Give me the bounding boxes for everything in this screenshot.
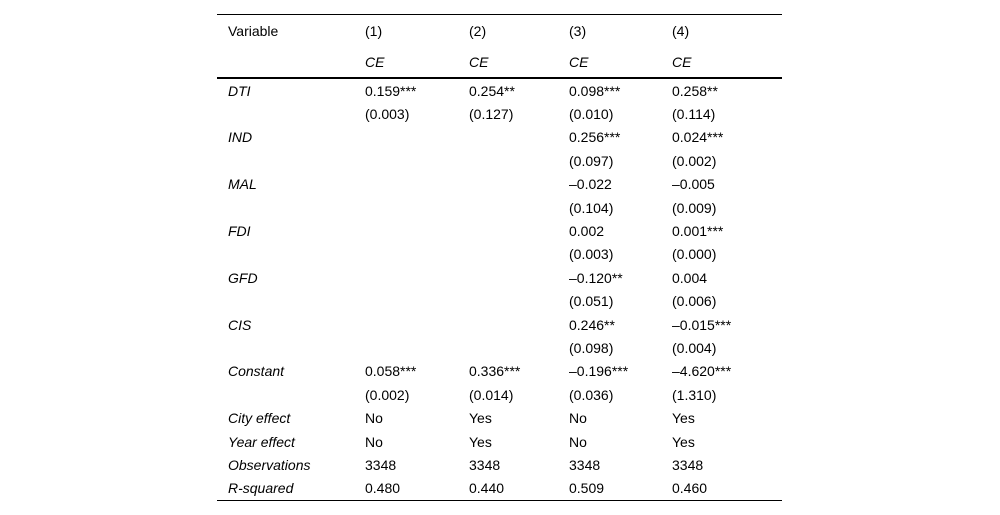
model-2-header: (2) — [469, 22, 487, 39]
table-row: (0.003) (0.127) (0.010) (0.114) — [217, 102, 782, 125]
model-1-header: (1) — [365, 22, 383, 39]
table-cell: No — [365, 410, 383, 427]
table-row: (0.098) (0.004) — [217, 336, 782, 359]
header-row-depvars: CE CE CE CE — [217, 46, 782, 77]
table-cell: 0.004 — [672, 269, 708, 286]
table-row: (0.003) (0.000) — [217, 243, 782, 266]
table-cell: –4.620*** — [672, 363, 732, 380]
table-cell: 3348 — [569, 456, 601, 473]
table-row: (0.097) (0.002) — [217, 149, 782, 172]
table-cell: 0.460 — [672, 480, 708, 497]
table-row: (0.051) (0.006) — [217, 290, 782, 313]
table-cell: (0.006) — [672, 293, 717, 310]
table-cell: –0.120** — [569, 269, 623, 286]
regression-results-table: Variable (1) (2) (3) (4) CE CE CE CE DTI… — [217, 14, 782, 502]
depvar-4: CE — [672, 53, 692, 70]
table-cell: (0.014) — [469, 386, 514, 403]
table-cell: 0.024*** — [672, 129, 724, 146]
row-label: MAL — [228, 176, 257, 193]
table-cell: Yes — [672, 410, 695, 427]
table-row: (0.002) (0.014) (0.036) (1.310) — [217, 383, 782, 406]
table-cell: (0.002) — [672, 152, 717, 169]
row-label: Constant — [228, 363, 285, 380]
table-cell: (0.004) — [672, 339, 717, 356]
depvar-1: CE — [365, 53, 385, 70]
row-label: City effect — [228, 410, 291, 427]
table-cell: No — [569, 433, 587, 450]
model-4-header: (4) — [672, 22, 690, 39]
table-row: City effect No Yes No Yes — [217, 406, 782, 429]
table-cell: 0.058*** — [365, 363, 417, 380]
table-cell: (0.003) — [365, 106, 410, 123]
table-cell: (0.104) — [569, 199, 614, 216]
table-cell: Yes — [672, 433, 695, 450]
table-cell: 0.002 — [569, 223, 605, 240]
table-row: Observations 3348 3348 3348 3348 — [217, 453, 782, 476]
table-cell: 0.246** — [569, 316, 615, 333]
table-row: IND 0.256*** 0.024*** — [217, 126, 782, 149]
table-cell: –0.015*** — [672, 316, 732, 333]
table-row: DTI 0.159*** 0.254** 0.098*** 0.258** — [217, 79, 782, 102]
table-cell: –0.005 — [672, 176, 715, 193]
table-row: CIS 0.246** –0.015*** — [217, 313, 782, 336]
table-cell: 0.256*** — [569, 129, 621, 146]
table-cell: 0.159*** — [365, 82, 417, 99]
table-cell: (0.098) — [569, 339, 614, 356]
table-cell: (0.003) — [569, 246, 614, 263]
table-cell: 0.001*** — [672, 223, 724, 240]
table-row: MAL –0.022 –0.005 — [217, 173, 782, 196]
model-3-header: (3) — [569, 22, 587, 39]
table-cell: Yes — [469, 410, 492, 427]
row-label: DTI — [228, 82, 251, 99]
table-row: GFD –0.120** 0.004 — [217, 266, 782, 289]
header-row-models: Variable (1) (2) (3) (4) — [217, 15, 782, 46]
table-cell: –0.022 — [569, 176, 612, 193]
table-cell: 3348 — [469, 456, 501, 473]
table-cell: 3348 — [672, 456, 704, 473]
depvar-3: CE — [569, 53, 589, 70]
table-cell: 0.258** — [672, 82, 718, 99]
table-cell: 0.254** — [469, 82, 515, 99]
table-row: R-squared 0.480 0.440 0.509 0.460 — [217, 477, 782, 500]
table-cell: (0.000) — [672, 246, 717, 263]
row-label: Observations — [228, 456, 311, 473]
table-cell: (0.114) — [672, 106, 716, 123]
table-cell: 0.336*** — [469, 363, 521, 380]
row-label: IND — [228, 129, 253, 146]
table-cell: (0.010) — [569, 106, 614, 123]
table-cell: 0.509 — [569, 480, 605, 497]
table-cell: (0.009) — [672, 199, 717, 216]
table-row: Year effect No Yes No Yes — [217, 430, 782, 453]
table-cell: (0.051) — [569, 293, 614, 310]
table-cell: –0.196*** — [569, 363, 629, 380]
table-body: DTI 0.159*** 0.254** 0.098*** 0.258** (0.003)… — [217, 79, 782, 502]
depvar-2: CE — [469, 53, 489, 70]
table-cell: 0.098*** — [569, 82, 621, 99]
table-cell: 3348 — [365, 456, 397, 473]
table-cell: (0.036) — [569, 386, 614, 403]
row-label: R-squared — [228, 480, 294, 497]
table-cell: No — [569, 410, 587, 427]
table-cell: (1.310) — [672, 386, 717, 403]
table-header: Variable (1) (2) (3) (4) CE CE CE CE — [217, 15, 782, 79]
table-cell: (0.127) — [469, 106, 514, 123]
table-cell: (0.097) — [569, 152, 614, 169]
row-label: GFD — [228, 269, 258, 286]
table-row: Constant 0.058*** 0.336*** –0.196*** –4.620*… — [217, 360, 782, 383]
row-label: CIS — [228, 316, 252, 333]
table-row: (0.104) (0.009) — [217, 196, 782, 219]
row-label: Year effect — [228, 433, 295, 450]
table-cell: Yes — [469, 433, 492, 450]
table-row: FDI 0.002 0.001*** — [217, 219, 782, 242]
table-cell: No — [365, 433, 383, 450]
row-label: FDI — [228, 223, 251, 240]
table-cell: 0.480 — [365, 480, 401, 497]
table-cell: 0.440 — [469, 480, 505, 497]
table-cell: (0.002) — [365, 386, 410, 403]
variable-column-header: Variable — [228, 22, 279, 39]
